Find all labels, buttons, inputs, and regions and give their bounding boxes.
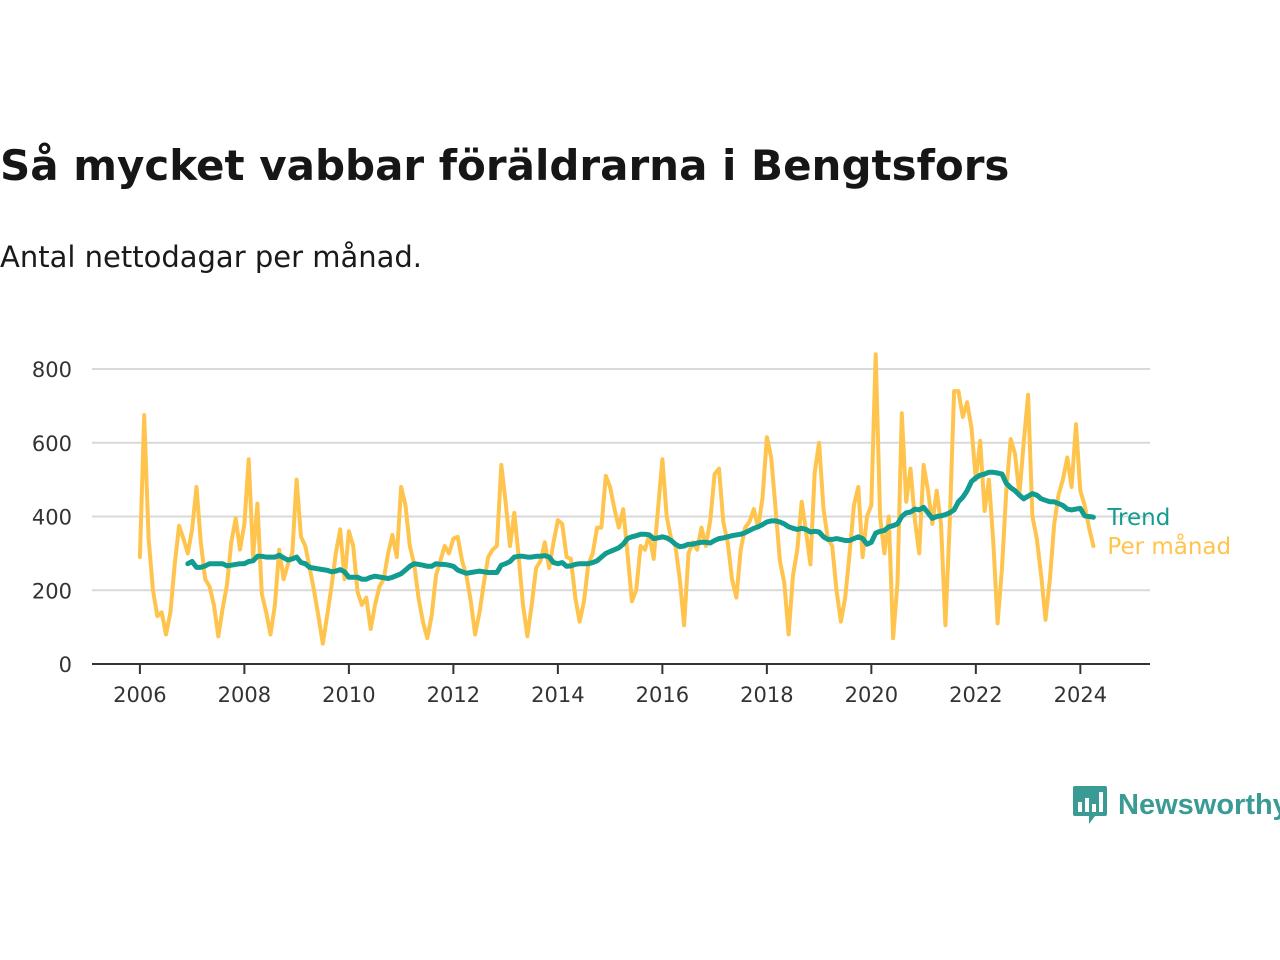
x-tick-label: 2008: [218, 683, 271, 707]
chart-subtitle: Antal nettodagar per månad.: [0, 240, 423, 274]
y-tick-label: 0: [59, 653, 72, 677]
logo-text: Newsworthy: [1118, 788, 1280, 821]
y-tick-label: 800: [32, 358, 72, 382]
y-tick-label: 400: [32, 506, 72, 530]
x-tick-label: 2020: [845, 683, 898, 707]
series-1: [185, 469, 1096, 582]
x-tick-label: 2016: [636, 683, 689, 707]
x-tick-label: 2010: [322, 683, 375, 707]
x-tick-label: 2014: [531, 683, 584, 707]
series-0: [137, 352, 1096, 646]
y-tick-label: 200: [32, 579, 72, 603]
series-line: [137, 352, 1096, 646]
bar-chart-speech-bubble-icon: [1073, 786, 1107, 824]
newsworthy-logo: Newsworthy: [1072, 784, 1280, 826]
series-label-per-manad: Per månad: [1107, 532, 1231, 560]
x-tick-label: 2024: [1054, 683, 1107, 707]
series-line: [185, 469, 1096, 582]
x-tick-label: 2006: [113, 683, 166, 707]
series-label-trend: Trend: [1106, 505, 1170, 531]
y-tick-label: 600: [32, 432, 72, 456]
x-tick-label: 2012: [427, 683, 480, 707]
x-tick-label: 2018: [740, 683, 793, 707]
chart-title: Så mycket vabbar föräldrarna i Bengtsfor…: [0, 141, 1010, 190]
x-tick-label: 2022: [949, 683, 1002, 707]
